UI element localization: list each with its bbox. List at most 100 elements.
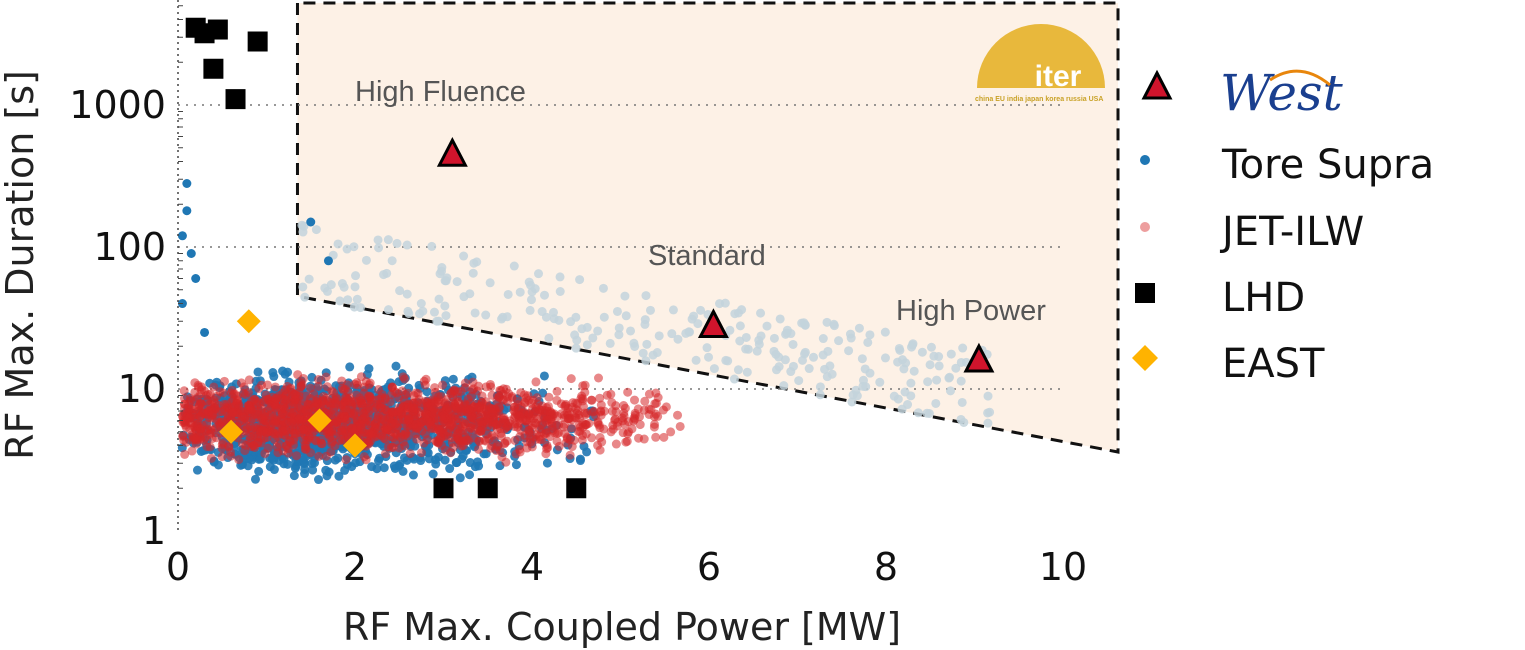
tore-supra-point xyxy=(395,459,405,469)
jet-ilw-point xyxy=(205,442,215,452)
tore-supra-point-light xyxy=(575,275,585,285)
tore-supra-point-light xyxy=(468,268,478,278)
tore-supra-point-light xyxy=(834,336,844,346)
east-point xyxy=(236,309,261,334)
tore-supra-point xyxy=(347,462,357,472)
tore-supra-point-light xyxy=(311,225,321,235)
jet-ilw-point xyxy=(474,436,484,446)
tore-supra-point-light xyxy=(470,308,480,318)
tore-supra-point xyxy=(539,371,549,381)
jet-ilw-point xyxy=(245,421,255,431)
legend-label: LHD xyxy=(1222,275,1305,321)
tore-supra-point-light xyxy=(648,350,658,360)
tore-supra-point-light xyxy=(945,386,955,396)
jet-ilw-point xyxy=(610,414,620,424)
tore-supra-point-light xyxy=(541,312,551,322)
lhd-point xyxy=(203,58,224,79)
jet-ilw-point xyxy=(387,383,397,393)
jet-ilw-point xyxy=(462,435,472,445)
jet-ilw-point xyxy=(606,427,616,437)
tore-supra-point-light xyxy=(735,336,745,346)
iter-logo-text: iter xyxy=(1035,60,1082,93)
tore-supra-point-light xyxy=(794,376,804,386)
tore-supra-point-light xyxy=(857,354,867,364)
jet-ilw-point xyxy=(675,421,685,431)
tore-supra-point-light xyxy=(555,272,565,282)
tore-supra-point xyxy=(254,466,264,476)
tore-supra-point xyxy=(575,456,585,466)
jet-ilw-point xyxy=(190,387,200,397)
jet-ilw-point xyxy=(611,439,621,449)
tore-supra-point xyxy=(289,471,299,481)
tore-supra-point-light xyxy=(588,333,598,343)
tore-supra-point-light xyxy=(373,235,383,245)
jet-ilw-point xyxy=(287,417,297,427)
tore-supra-point-light xyxy=(820,364,830,374)
tore-supra-point-light xyxy=(782,325,792,335)
jet-ilw-point xyxy=(607,406,617,416)
tore-supra-point xyxy=(253,367,263,377)
jet-ilw-point xyxy=(260,449,270,459)
lhd-point xyxy=(566,478,587,499)
tore-supra-point-light xyxy=(509,261,519,271)
tore-supra-point-light xyxy=(723,356,733,366)
jet-ilw-point xyxy=(621,437,631,447)
tore-supra-point-light xyxy=(733,365,743,375)
tore-supra-point xyxy=(364,364,374,374)
tore-supra-point-light xyxy=(452,277,462,287)
tore-supra-point-light xyxy=(351,271,361,281)
tore-supra-point-light xyxy=(829,319,839,329)
jet-ilw-point xyxy=(179,386,189,396)
jet-ilw-point xyxy=(202,419,212,429)
tore-supra-point-light xyxy=(620,291,630,301)
jet-ilw-point xyxy=(243,388,253,398)
tore-supra-point-light xyxy=(897,404,907,414)
jet-ilw-point xyxy=(366,420,376,430)
jet-ilw-point xyxy=(262,427,272,437)
tore-supra-point-light xyxy=(865,330,875,340)
jet-ilw-point xyxy=(640,396,650,406)
tore-supra-point xyxy=(542,458,552,468)
jet-ilw-point xyxy=(254,384,264,394)
tore-supra-point-light xyxy=(503,289,513,299)
tore-supra-point-light xyxy=(614,330,624,340)
tore-supra-point xyxy=(448,374,458,384)
jet-ilw-point xyxy=(313,374,323,384)
tore-supra-point-light xyxy=(934,361,944,371)
tore-supra-point-light xyxy=(673,334,683,344)
tore-supra-point-light xyxy=(654,331,664,341)
jet-ilw-point xyxy=(593,417,603,427)
annotations: High Fluence Standard High Power xyxy=(355,76,1046,327)
tore-supra-point-light xyxy=(860,364,870,374)
tore-supra-point xyxy=(269,372,279,382)
jet-ilw-point xyxy=(542,428,552,438)
iter-logo: iter china EU india japan korea russia US… xyxy=(975,24,1105,103)
tore-supra-point-light xyxy=(893,394,903,404)
scatter-cloud xyxy=(177,220,995,485)
jet-ilw-point xyxy=(296,381,306,391)
tore-supra-point-light xyxy=(434,294,444,304)
tore-supra-point-light xyxy=(774,362,784,372)
tore-supra-point xyxy=(408,470,418,480)
west-point xyxy=(436,136,468,167)
tore-supra-point-light xyxy=(983,418,993,428)
jet-ilw-point xyxy=(339,385,349,395)
jet-ilw-point xyxy=(623,387,633,397)
jet-ilw-point xyxy=(421,374,431,384)
jet-ilw-point xyxy=(553,428,563,438)
tore-supra-point-light xyxy=(300,292,310,302)
tore-supra-point-light xyxy=(780,355,790,365)
jet-ilw-point xyxy=(262,380,272,390)
tore-supra-point-light xyxy=(696,305,706,315)
y-tick-label: 100 xyxy=(93,225,166,269)
jet-ilw-point xyxy=(206,453,216,463)
jet-ilw-point xyxy=(468,403,478,413)
tore-supra-point-light xyxy=(598,283,608,293)
lhd-point xyxy=(247,31,268,52)
tore-supra-point xyxy=(300,464,310,474)
jet-ilw-point xyxy=(526,398,536,408)
tore-supra-point xyxy=(455,473,465,483)
tore-supra-point-light xyxy=(326,280,336,290)
tore-supra-point-light xyxy=(894,343,904,353)
tore-supra-point xyxy=(330,455,340,465)
